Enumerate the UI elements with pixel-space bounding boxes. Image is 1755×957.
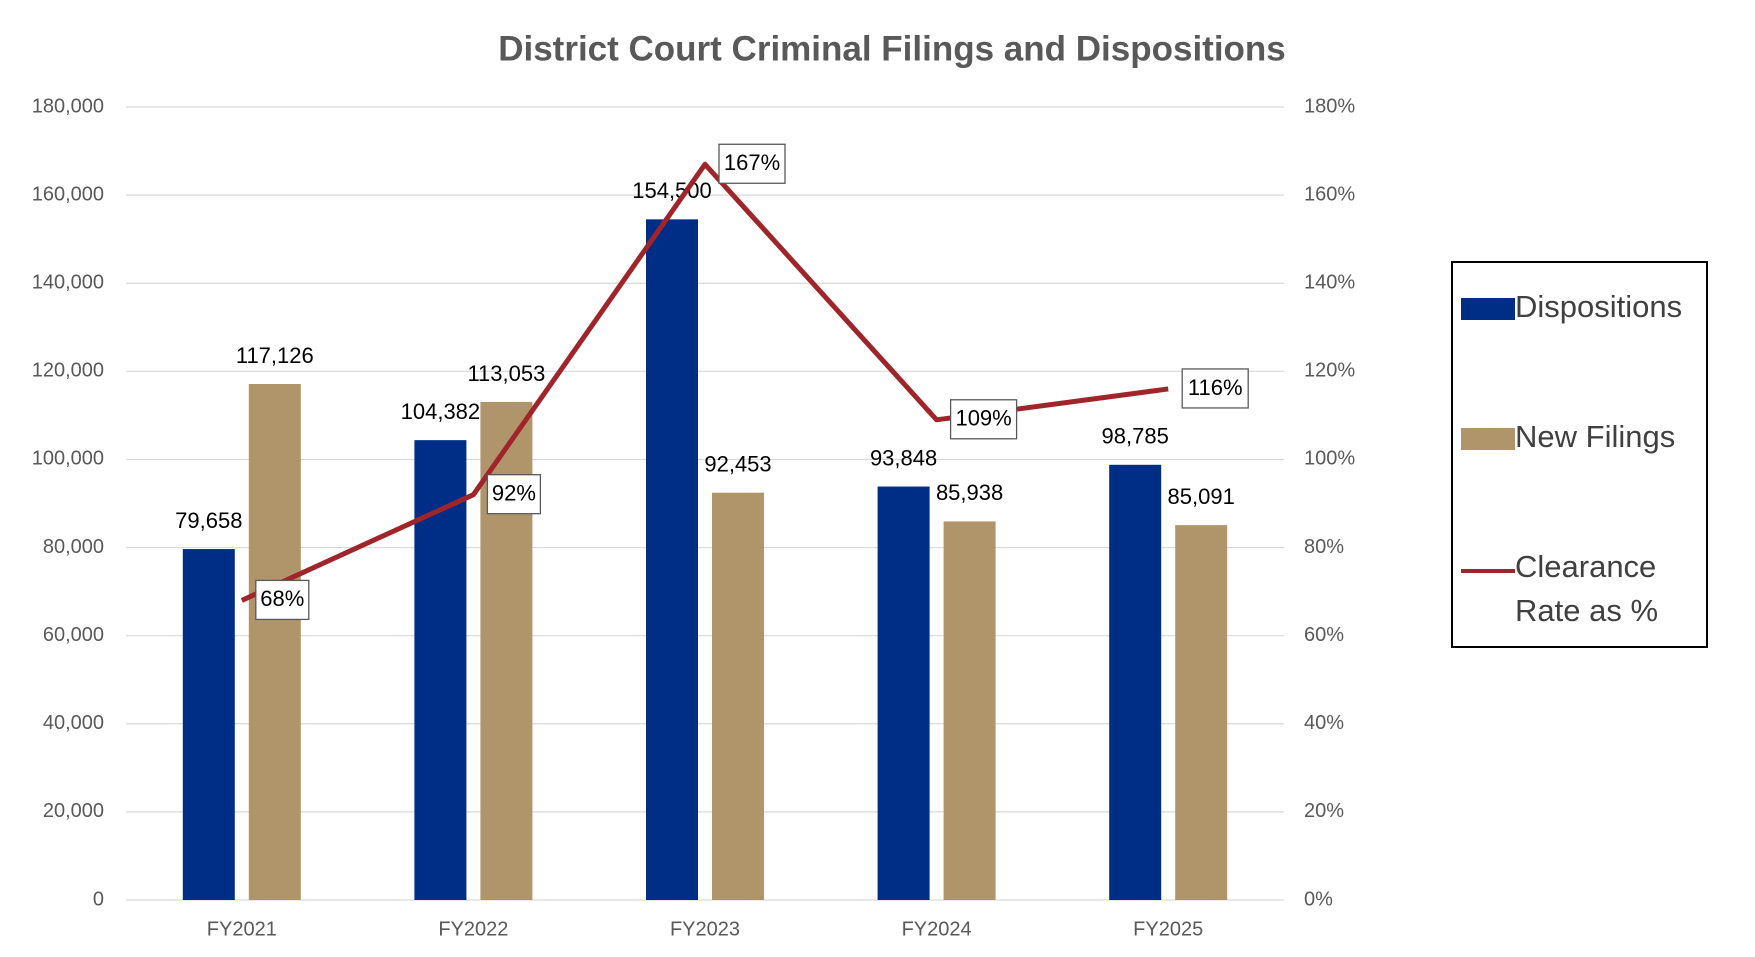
- legend-entry: Clearance Rate as %: [1461, 549, 1700, 633]
- data-label: 116%: [1188, 375, 1243, 400]
- label-box: [486, 474, 542, 515]
- x-tick-label: FY2021: [207, 918, 277, 940]
- data-label: 79,658: [175, 508, 242, 533]
- y-tick-label: 40,000: [43, 712, 104, 734]
- data-label: 98,785: [1102, 424, 1169, 449]
- line-label: 167%: [718, 143, 786, 184]
- label-box: [718, 143, 786, 184]
- y2-tick-label: 100%: [1304, 448, 1355, 470]
- legend-label: Dispositions: [1515, 289, 1683, 324]
- y-tick-label: 100,000: [32, 448, 104, 470]
- data-label: 85,938: [936, 480, 1003, 505]
- y-tick-label: 180,000: [32, 95, 104, 117]
- bar: [182, 549, 235, 900]
- bar: [712, 492, 764, 900]
- line: [240, 161, 1169, 603]
- label-box: [1181, 368, 1249, 409]
- data-label: 85,091: [1168, 484, 1235, 509]
- legend-label: New Filings: [1515, 419, 1676, 454]
- y-tick-label: 20,000: [43, 800, 104, 822]
- data-label: 92,453: [704, 452, 771, 477]
- y2-tick-label: 140%: [1304, 272, 1355, 294]
- legend: Dispositions New Filings Clearance Rate as…: [1451, 261, 1708, 648]
- y-tick-label: 160,000: [32, 183, 104, 205]
- data-label: 104,382: [401, 399, 481, 424]
- legend-swatch: [1461, 298, 1515, 320]
- x-tick-label: FY2025: [1133, 918, 1203, 940]
- y2-tick-label: 40%: [1304, 712, 1344, 734]
- data-label: 113,053: [467, 361, 545, 386]
- label-box: [255, 579, 310, 621]
- line-label: 68%: [255, 579, 310, 621]
- y2-tick-label: 180%: [1304, 95, 1355, 117]
- line-label: 116%: [1181, 368, 1249, 409]
- x-tick-label: FY2024: [902, 918, 972, 940]
- bar: [877, 486, 930, 900]
- label-box: [949, 399, 1018, 440]
- legend-swatch: [1461, 428, 1515, 450]
- bar: [1175, 525, 1228, 900]
- data-label: 109%: [955, 406, 1011, 431]
- y2-tick-label: 60%: [1304, 624, 1344, 646]
- bar: [248, 383, 301, 901]
- y2-tick-label: 160%: [1304, 183, 1355, 205]
- chart-title: District Court Criminal Filings and Disp…: [498, 29, 1286, 68]
- y2-tick-label: 20%: [1304, 800, 1344, 822]
- y-tick-label: 60,000: [43, 624, 104, 646]
- data-label: 68%: [260, 586, 304, 611]
- y2-tick-label: 80%: [1304, 536, 1344, 558]
- data-label: 117,126: [236, 343, 314, 368]
- data-label: 167%: [724, 150, 780, 175]
- line-label: 109%: [949, 399, 1018, 440]
- y-tick-label: 140,000: [32, 272, 104, 294]
- legend-entry: Dispositions: [1461, 289, 1700, 329]
- data-label: 154,500: [632, 178, 712, 203]
- data-label: 92%: [492, 481, 536, 506]
- y2-tick-label: 0%: [1304, 888, 1333, 910]
- y-tick-label: 120,000: [32, 360, 104, 382]
- data-label: 93,848: [870, 445, 937, 470]
- bar: [943, 521, 996, 900]
- line-label: 92%: [486, 474, 542, 515]
- y-tick-label: 80,000: [43, 536, 104, 558]
- bar: [1109, 464, 1162, 900]
- legend-label: Clearance Rate as %: [1515, 549, 1659, 628]
- bar: [646, 219, 698, 900]
- legend-swatch: [1461, 569, 1515, 573]
- y2-tick-label: 120%: [1304, 360, 1355, 382]
- y-tick-label: 0: [93, 888, 104, 910]
- legend-entry: New Filings: [1461, 419, 1700, 459]
- x-tick-label: FY2022: [438, 918, 508, 940]
- x-tick-label: FY2023: [670, 918, 740, 940]
